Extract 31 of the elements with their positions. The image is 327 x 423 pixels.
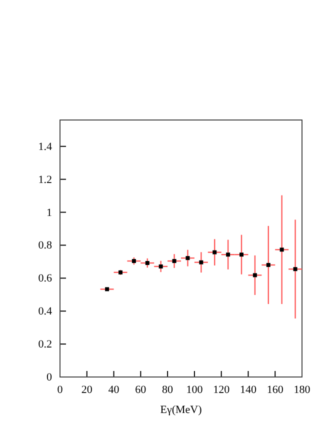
point	[186, 256, 190, 260]
y-tick-label: 0.2	[38, 338, 52, 351]
point	[293, 267, 298, 272]
x-tick-label: 160	[266, 384, 284, 396]
x-tick-label: 180	[294, 384, 311, 396]
x-axis-title: Eγ(MeV)	[160, 404, 202, 416]
point	[240, 252, 244, 257]
y-tick-label: 1.2	[38, 174, 52, 186]
point	[212, 250, 217, 254]
point	[280, 248, 284, 252]
x-tick-label: 140	[240, 384, 257, 396]
point	[158, 264, 163, 268]
x-tick-label: 120	[213, 384, 230, 396]
x-tick-label: 40	[108, 384, 120, 396]
y-tick-label: 1	[46, 206, 52, 219]
point	[199, 260, 204, 264]
x-tick-label: 100	[186, 384, 204, 396]
y-tick-label: 0.8	[38, 240, 52, 252]
y-tick-label: 0.4	[38, 306, 52, 318]
x-tick-label: 0	[57, 384, 64, 396]
point	[266, 262, 270, 267]
x-tick-label: 20	[81, 384, 93, 396]
y-tick-label: 0.6	[38, 272, 52, 285]
y-tick-label: 1.4	[38, 140, 52, 153]
point	[145, 260, 150, 265]
y-tick-label: 0	[46, 372, 52, 384]
x-tick-label: 80	[162, 384, 174, 396]
x-tick-label: 60	[135, 384, 147, 396]
point	[252, 273, 257, 278]
point	[226, 252, 230, 257]
point	[172, 259, 176, 264]
